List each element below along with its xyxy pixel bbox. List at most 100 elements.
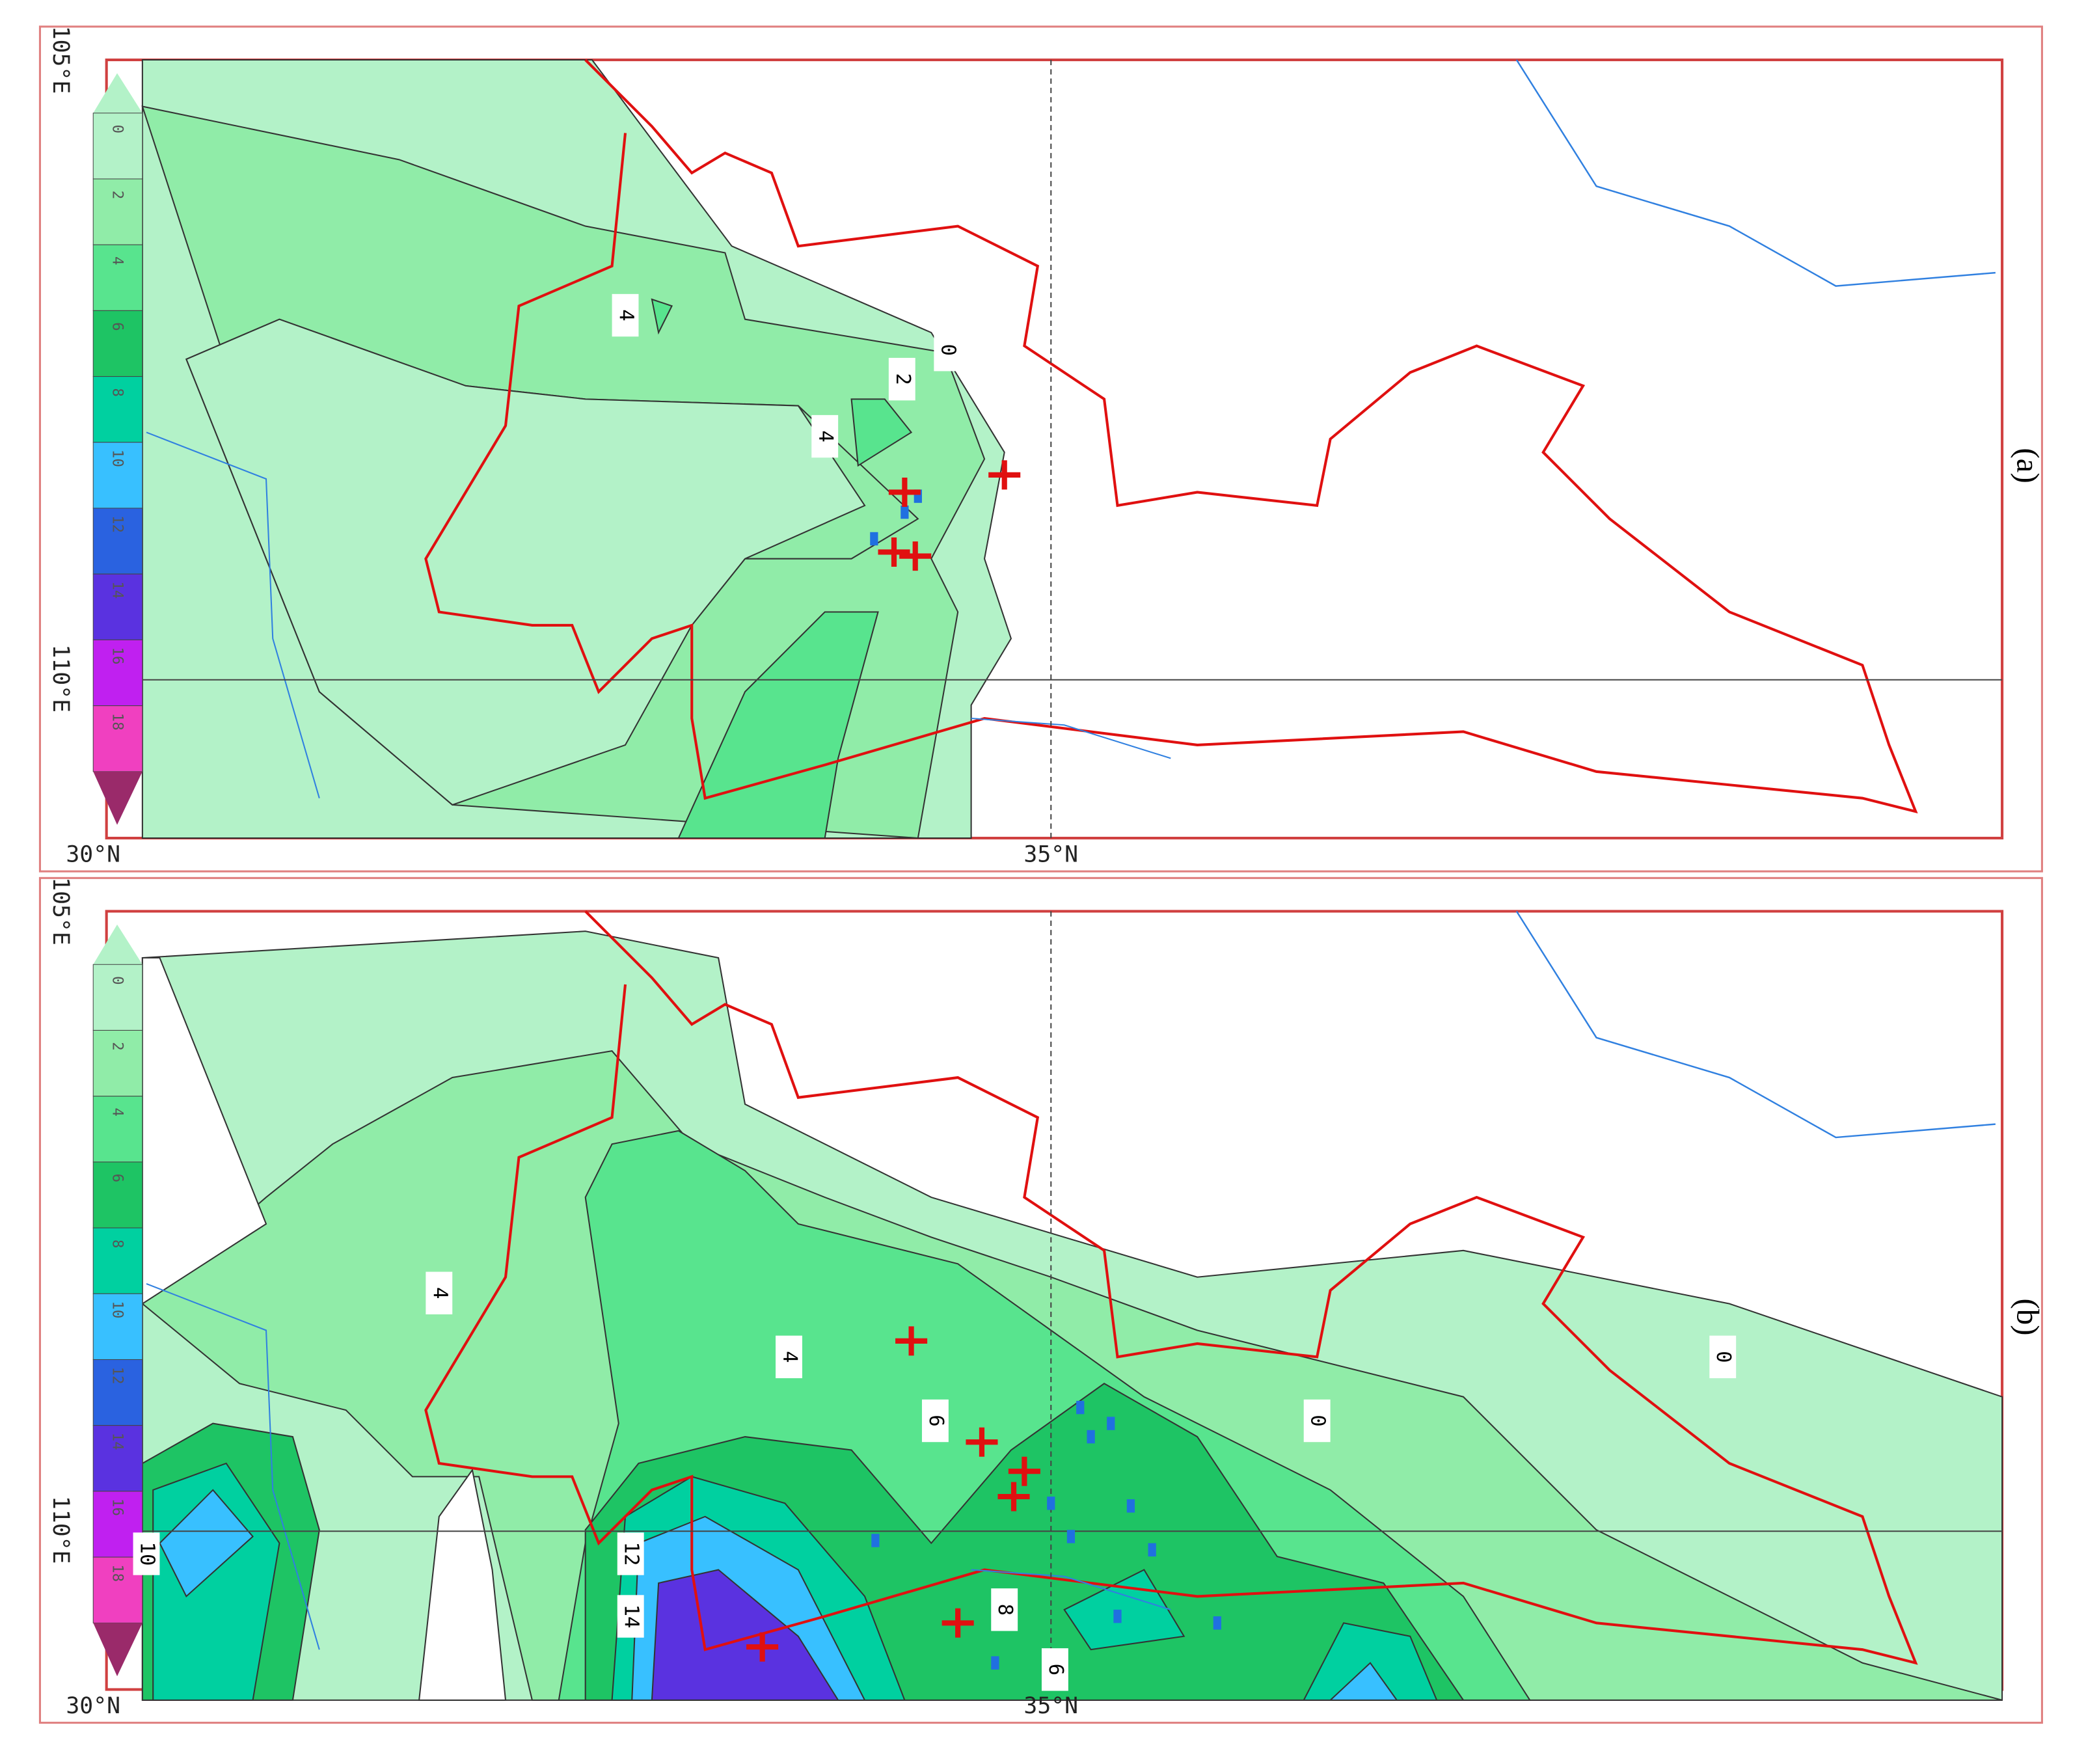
station-marker <box>1047 1497 1055 1510</box>
contour-label: 4 <box>814 430 837 442</box>
station-marker <box>991 1656 999 1670</box>
panel-frame <box>38 876 2043 1724</box>
colorbar-end <box>93 771 142 825</box>
contour-label-box <box>1709 1335 1737 1379</box>
contour-label-box <box>1303 1399 1331 1443</box>
contour-label-box <box>617 1532 644 1575</box>
contour-fill <box>185 318 866 806</box>
contour-label: 4 <box>778 1351 801 1363</box>
lon-label: 110°E <box>47 644 74 712</box>
province-border <box>424 59 1918 814</box>
map-panel: 0 2 4 6 8 10 12 14 16 18 105°E 110°E 30°N 35°N (b) 4 4 6 0… <box>38 876 2046 1724</box>
colorbar-segment <box>92 1359 143 1426</box>
contour-fill <box>1329 1662 1398 1701</box>
contour-label-box <box>612 293 639 337</box>
colorbar-label: 18 <box>109 713 126 731</box>
colorbar-segment <box>92 964 143 1031</box>
event-marker <box>941 1608 974 1638</box>
river <box>971 718 1171 759</box>
colorbar-label: 18 <box>109 1564 126 1582</box>
contour-fill <box>159 1489 254 1598</box>
contour-label: 6 <box>925 1415 947 1426</box>
colorbar-segment <box>92 376 143 443</box>
colorbar-end <box>93 924 142 965</box>
river <box>1515 59 1996 287</box>
colorbar-segment <box>92 178 143 245</box>
colorbar-segment <box>92 442 143 509</box>
event-marker <box>1008 1456 1040 1486</box>
contour-label: 10 <box>136 1542 159 1566</box>
station-marker <box>1113 1609 1122 1623</box>
lon-label: 105°E <box>47 877 74 945</box>
station-marker <box>1148 1543 1156 1557</box>
station-marker <box>1213 1616 1221 1630</box>
contour-label: 12 <box>620 1542 643 1566</box>
event-marker <box>988 460 1021 490</box>
event-marker <box>895 1326 928 1356</box>
contour-fill <box>651 298 673 335</box>
colorbar-label: 8 <box>109 388 126 397</box>
colorbar-segment <box>92 1029 143 1097</box>
station-marker <box>1107 1417 1115 1430</box>
colorbar-label: 14 <box>109 581 126 599</box>
colorbar-end <box>93 73 142 113</box>
contour-fill <box>850 398 913 467</box>
colorbar-segment <box>92 310 143 377</box>
river <box>971 1569 1171 1610</box>
contour-label-box <box>991 1588 1018 1631</box>
contour-fill <box>677 611 879 839</box>
colorbar-label: 2 <box>109 1042 126 1051</box>
colorbar-segment <box>92 1096 143 1163</box>
contour-label: 2 <box>891 373 914 385</box>
colorbar-segment <box>92 1293 143 1360</box>
colorbar-segment <box>92 244 143 311</box>
province-border <box>424 910 1918 1665</box>
contour-label: 0 <box>1712 1351 1735 1363</box>
colorbar-label: 16 <box>109 647 126 664</box>
contour-label-box <box>934 328 961 372</box>
contour-label: 4 <box>615 309 638 321</box>
colorbar-label: 16 <box>109 1499 126 1516</box>
station-marker <box>1126 1499 1135 1513</box>
colorbar-end <box>93 1623 142 1677</box>
contour-label-box <box>776 1335 802 1379</box>
event-marker <box>888 477 921 507</box>
colorbar-label: 4 <box>109 1107 126 1117</box>
panel-frame <box>38 25 2043 873</box>
colorbar-segment <box>92 639 143 707</box>
contour-label: 14 <box>620 1605 643 1629</box>
station-marker <box>901 505 909 519</box>
lat-label: 35°N <box>1023 1693 1078 1719</box>
event-marker <box>997 1482 1030 1512</box>
contour-label: 4 <box>428 1287 451 1299</box>
river <box>146 1282 320 1650</box>
colorbar-label: 0 <box>109 976 126 985</box>
station-marker <box>1066 1530 1076 1543</box>
colorbar-label: 6 <box>109 1174 126 1183</box>
colorbar-label: 4 <box>109 256 126 265</box>
colorbar-segment <box>92 508 143 575</box>
contour-label-box <box>1041 1648 1068 1691</box>
contour-label: 0 <box>936 344 959 355</box>
lon-label: 105°E <box>47 26 74 94</box>
contour-label-box <box>811 414 839 458</box>
colorbar-segment <box>92 705 143 772</box>
event-marker <box>878 537 910 567</box>
lon-label: 110°E <box>47 1496 74 1564</box>
lat-label: 30°N <box>66 842 120 868</box>
lat-label: 35°N <box>1023 842 1078 868</box>
panel-label: (b) <box>2011 1298 2046 1335</box>
contour-label-box <box>888 357 915 401</box>
event-marker <box>746 1632 779 1662</box>
event-marker <box>899 541 932 571</box>
map-panel: 0 2 4 6 8 10 12 14 16 18 105°E 110°E 30°N 35°N (a) 4 0 2 4 <box>38 25 2046 873</box>
contour-label: 0 <box>1307 1415 1329 1426</box>
station-marker <box>1087 1430 1095 1444</box>
colorbar-segment <box>92 1161 143 1228</box>
station-marker <box>870 532 878 546</box>
contour-label-box <box>617 1595 644 1638</box>
contour-label-box <box>426 1271 453 1314</box>
contour-label: 8 <box>994 1604 1016 1616</box>
contour-label: 6 <box>1044 1664 1067 1676</box>
